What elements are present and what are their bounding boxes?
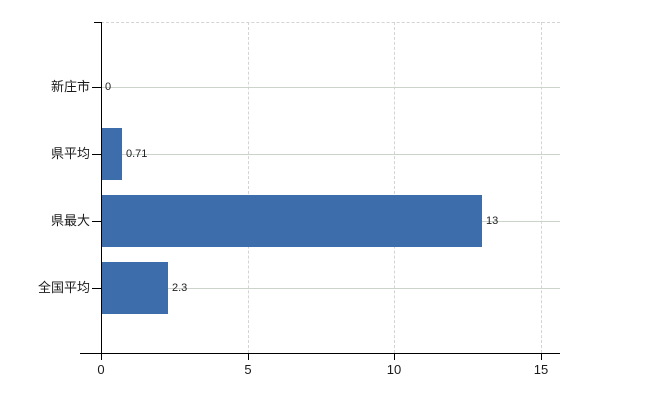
y-axis-top-tick: [94, 22, 101, 23]
category-gridline: [101, 288, 560, 289]
category-gridline: [101, 154, 560, 155]
bar: [102, 195, 482, 247]
category-label: 県平均: [50, 146, 90, 161]
x-axis-tick: [541, 353, 542, 360]
category-label: 新庄市: [50, 79, 90, 94]
y-axis-tick: [92, 87, 101, 88]
category-label: 全国平均: [37, 280, 90, 295]
bar-value-label: 2.3: [172, 282, 188, 294]
y-axis-line: [101, 22, 102, 353]
x-tick-label: 10: [386, 362, 402, 377]
x-axis-line: [80, 353, 560, 354]
y-axis-tick: [92, 288, 101, 289]
value-gridline: [541, 22, 542, 353]
value-gridline: [248, 22, 249, 353]
y-axis-tick: [92, 221, 101, 222]
x-tick-label: 0: [97, 362, 105, 377]
category-label: 県最大: [50, 213, 90, 228]
bar-value-label: 13: [486, 215, 499, 227]
bar-value-label: 0.71: [126, 148, 148, 160]
bar-value-label: 0: [105, 81, 112, 93]
category-gridline: [101, 87, 560, 88]
y-axis-tick: [92, 154, 101, 155]
x-tick-label: 15: [533, 362, 549, 377]
x-tick-label: 5: [244, 362, 252, 377]
bar: [102, 262, 168, 314]
x-axis-tick: [248, 353, 249, 360]
x-axis-tick: [101, 353, 102, 360]
x-axis-tick: [394, 353, 395, 360]
plot-top-border: [101, 22, 560, 23]
value-gridline: [394, 22, 395, 353]
bar: [102, 128, 122, 180]
